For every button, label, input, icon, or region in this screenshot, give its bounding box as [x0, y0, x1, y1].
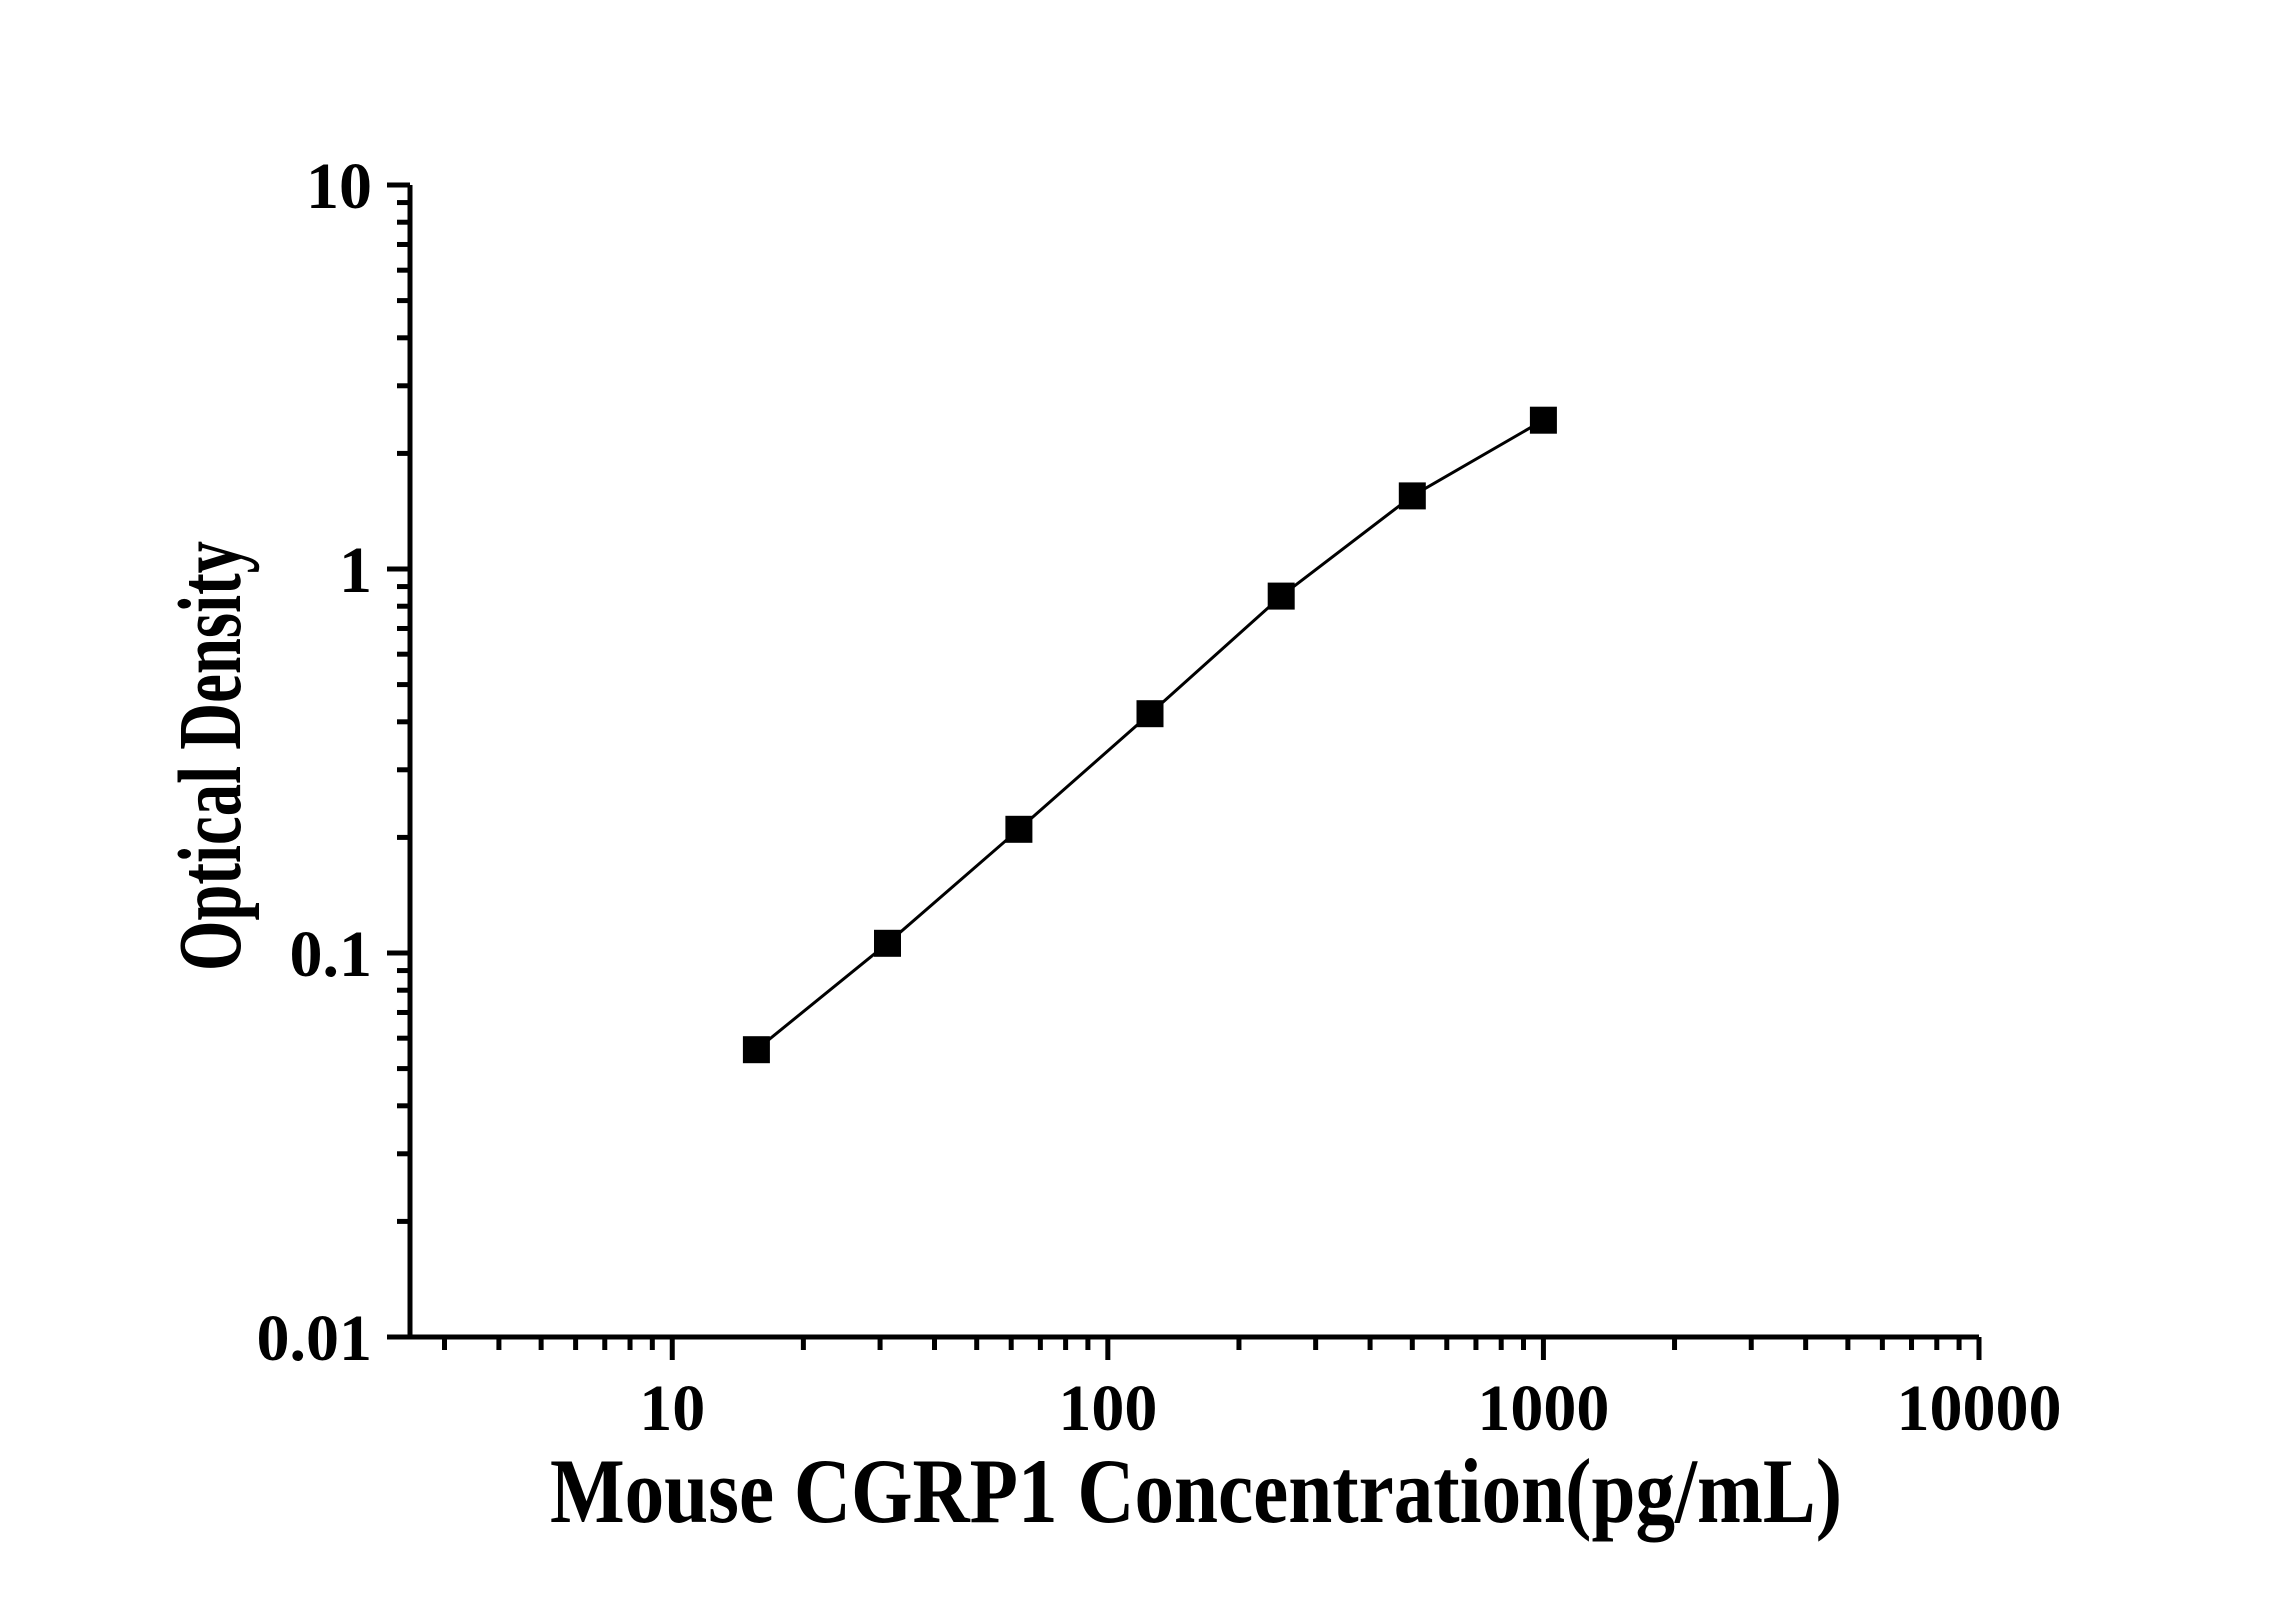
y-tick-label: 0.1: [290, 918, 373, 991]
y-tick-label: 0.01: [257, 1302, 373, 1375]
y-tick-label: 10: [306, 150, 372, 223]
y-axis-title: Optical Density: [160, 541, 260, 971]
x-tick-label: 100: [1058, 1372, 1157, 1445]
y-tick-label: 1: [339, 534, 372, 607]
x-tick-label: 10: [639, 1372, 705, 1445]
data-point-marker: [1005, 815, 1033, 843]
ticks-group: [387, 182, 1982, 1360]
data-point-marker: [1529, 406, 1557, 434]
series-group: [742, 406, 1557, 1064]
axes-group: [407, 185, 1979, 1340]
x-axis-title: Mouse CGRP1 Concentration(pg/mL): [550, 1441, 1842, 1543]
tick-labels-group: 10 100 1000 10000 10 1 0.1 0.01: [257, 150, 2062, 1445]
x-tick-label: 1000: [1477, 1372, 1609, 1445]
data-point-marker: [742, 1036, 770, 1064]
data-point-marker: [874, 929, 901, 957]
data-point-marker: [1398, 482, 1426, 510]
data-point-marker: [1267, 582, 1295, 610]
data-point-marker: [1136, 700, 1164, 728]
x-tick-label: 10000: [1897, 1372, 2062, 1445]
